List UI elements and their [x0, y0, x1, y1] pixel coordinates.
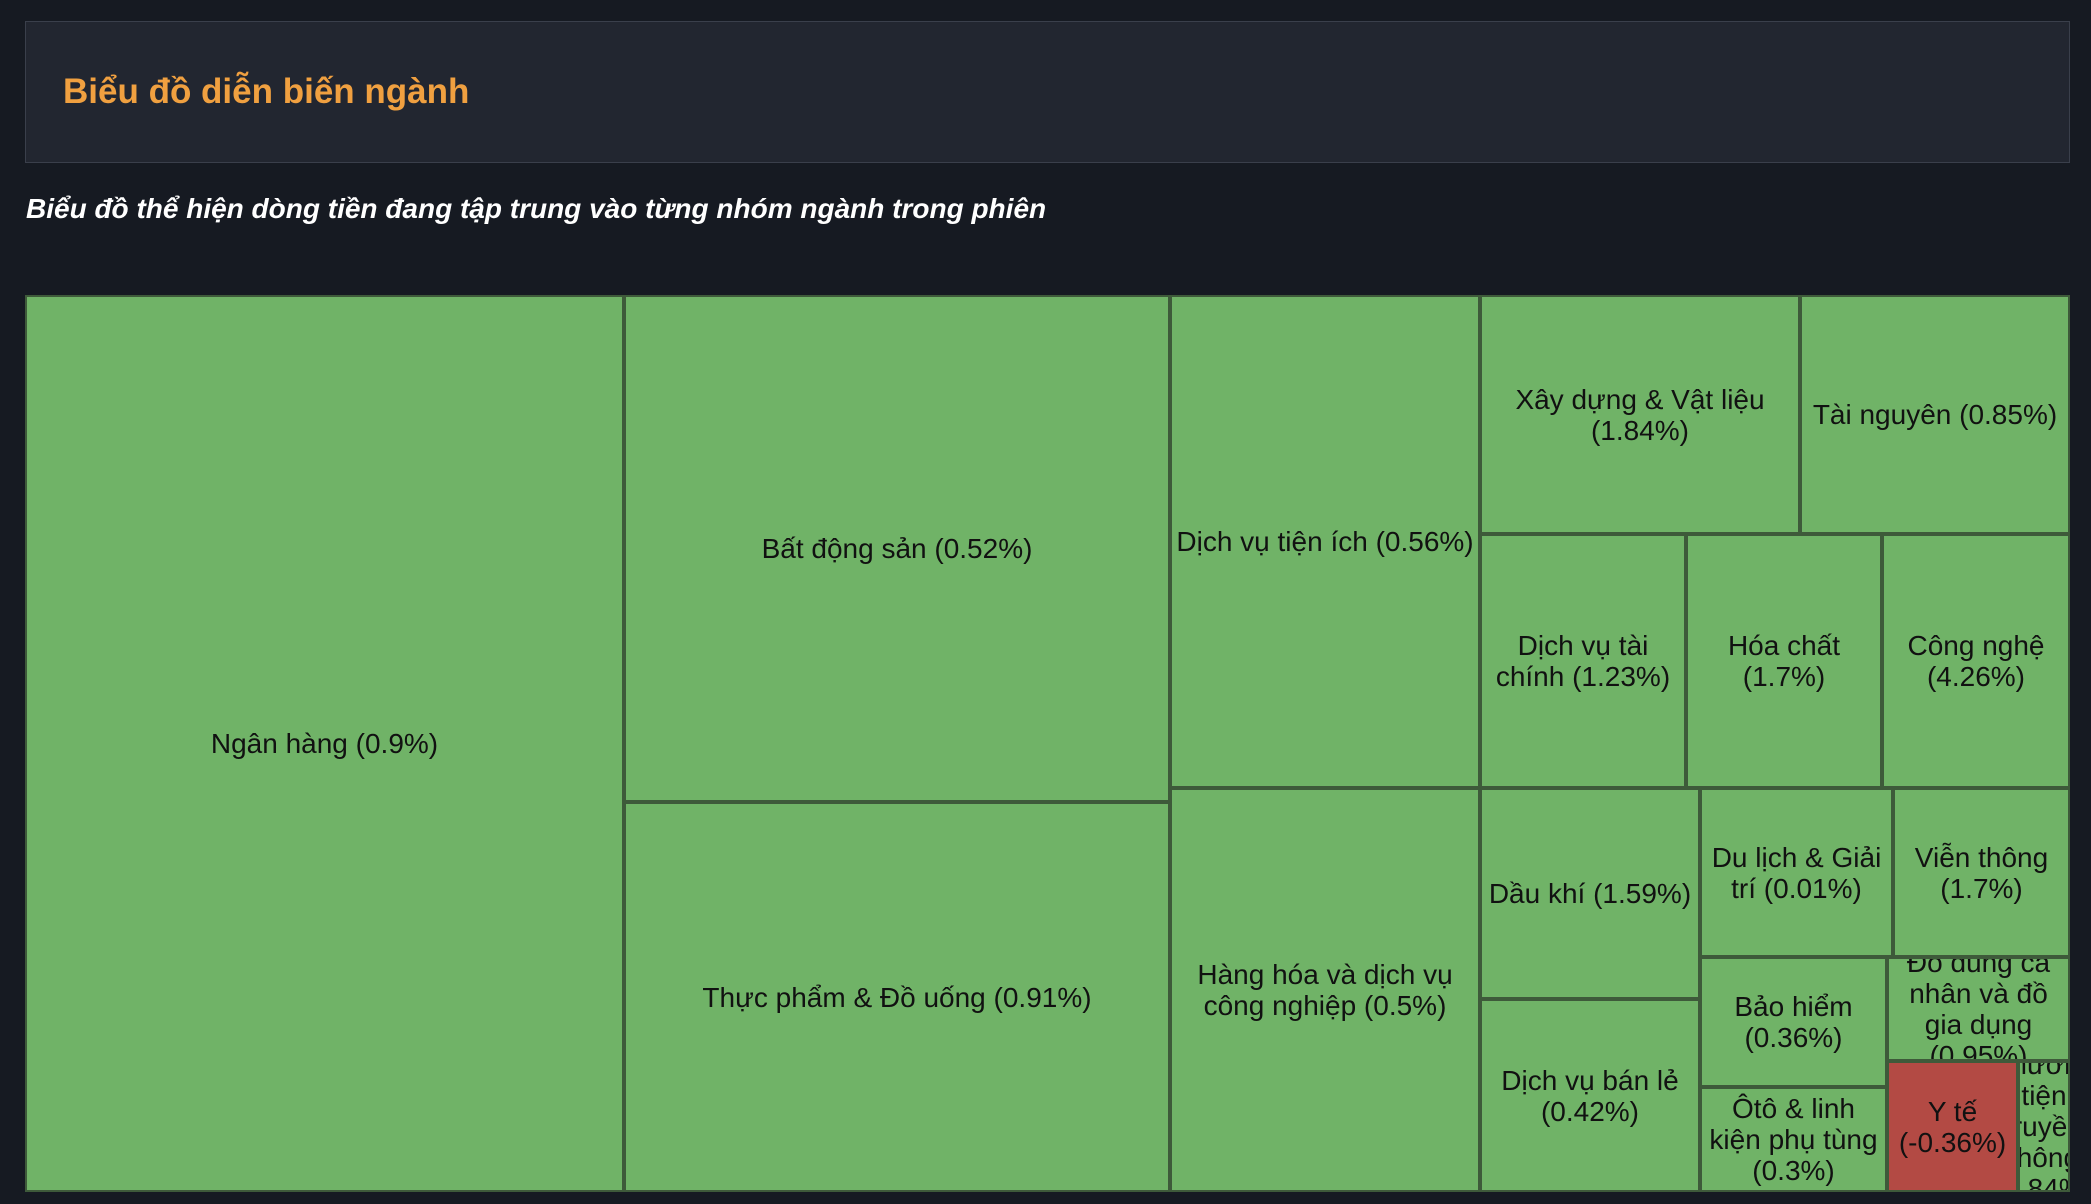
treemap-tile-hang-hoa-va-dich-vu-cong-nghiep[interactable]: Hàng hóa và dịch vụ công nghiệp (0.5%): [1170, 788, 1480, 1192]
treemap-tile-label: Y tế (-0.36%): [1898, 1095, 2007, 1158]
treemap-tile-label: Xây dựng & Vật liệu (1.84%): [1515, 383, 1765, 446]
treemap-tile-label: Thực phẩm & Đồ uống (0.91%): [702, 981, 1092, 1013]
treemap-tile-dich-vu-ban-le[interactable]: Dịch vụ bán lẻ (0.42%): [1480, 999, 1700, 1192]
treemap-tile-dich-vu-tien-ich[interactable]: Dịch vụ tiện ích (0.56%): [1170, 295, 1480, 788]
treemap-tile-label: Hàng hóa và dịch vụ công nghiệp (0.5%): [1197, 959, 1453, 1021]
treemap-tile-y-te[interactable]: Y tế (-0.36%): [1887, 1061, 2018, 1192]
treemap-tile-label: Phương tiện truyền thông (0.84%): [2018, 1061, 2068, 1192]
treemap-tile-label: Ngân hàng (0.9%): [210, 728, 439, 759]
treemap-tile-dau-khi[interactable]: Dầu khí (1.59%): [1480, 788, 1700, 999]
header-panel: Biểu đồ diễn biến ngành: [25, 21, 2070, 163]
treemap-tile-label: Dịch vụ tài chính (1.23%): [1495, 630, 1671, 692]
treemap-tile-do-dung-ca-nhan-va-do-gia-dung[interactable]: Đồ dùng cá nhân và đồ gia dụng (0.95%): [1887, 957, 2070, 1061]
treemap-tile-label: Viễn thông (1.7%): [1914, 841, 2049, 904]
page-title: Biểu đồ diễn biến ngành: [63, 72, 470, 111]
treemap-tile-label: Hóa chất (1.7%): [1727, 630, 1841, 692]
treemap-tile-label: Dầu khí (1.59%): [1488, 878, 1692, 909]
treemap-tile-vien-thong[interactable]: Viễn thông (1.7%): [1893, 788, 2070, 957]
treemap-tile-dich-vu-tai-chinh[interactable]: Dịch vụ tài chính (1.23%): [1480, 534, 1686, 788]
treemap-tile-xay-dung-vat-lieu[interactable]: Xây dựng & Vật liệu (1.84%): [1480, 295, 1800, 534]
treemap-tile-label: Dịch vụ bán lẻ (0.42%): [1501, 1064, 1679, 1127]
treemap-tile-hoa-chat[interactable]: Hóa chất (1.7%): [1686, 534, 1882, 788]
treemap-tile-label: Ôtô & linh kiện phụ tùng (0.3%): [1709, 1093, 1878, 1186]
treemap-tile-du-lich-giai-tri[interactable]: Du lịch & Giải trí (0.01%): [1700, 788, 1893, 957]
treemap-tile-label: Dịch vụ tiện ích (0.56%): [1176, 526, 1474, 557]
sector-treemap: Ngân hàng (0.9%) Bất động sản (0.52%) Thực…: [25, 295, 2070, 1192]
treemap-tile-ngan-hang[interactable]: Ngân hàng (0.9%): [25, 295, 624, 1192]
treemap-tile-phuong-tien-truyen-thong[interactable]: Phương tiện truyền thông (0.84%): [2018, 1061, 2070, 1192]
treemap-tile-label: Bất động sản (0.52%): [761, 533, 1033, 564]
treemap-tile-bao-hiem[interactable]: Bảo hiểm (0.36%): [1700, 957, 1887, 1087]
treemap-tile-bat-dong-san[interactable]: Bất động sản (0.52%): [624, 295, 1170, 802]
treemap-tile-cong-nghe[interactable]: Công nghệ (4.26%): [1882, 534, 2070, 788]
chart-subtitle: Biểu đồ thể hiện dòng tiền đang tập trun…: [26, 193, 1047, 224]
treemap-tile-label: Đồ dùng cá nhân và đồ gia dụng (0.95%): [1906, 957, 2051, 1061]
treemap-tile-label: Tài nguyên (0.85%): [1812, 399, 2058, 430]
treemap-tile-oto-linh-kien-phu-tung[interactable]: Ôtô & linh kiện phụ tùng (0.3%): [1700, 1087, 1887, 1192]
treemap-tile-label: Bảo hiểm (0.36%): [1734, 991, 1853, 1053]
treemap-tile-label: Du lịch & Giải trí (0.01%): [1711, 841, 1882, 904]
treemap-tile-thuc-pham-do-uong[interactable]: Thực phẩm & Đồ uống (0.91%): [624, 802, 1170, 1192]
treemap-tile-label: Công nghệ (4.26%): [1907, 630, 2045, 692]
treemap-tile-tai-nguyen[interactable]: Tài nguyên (0.85%): [1800, 295, 2070, 534]
